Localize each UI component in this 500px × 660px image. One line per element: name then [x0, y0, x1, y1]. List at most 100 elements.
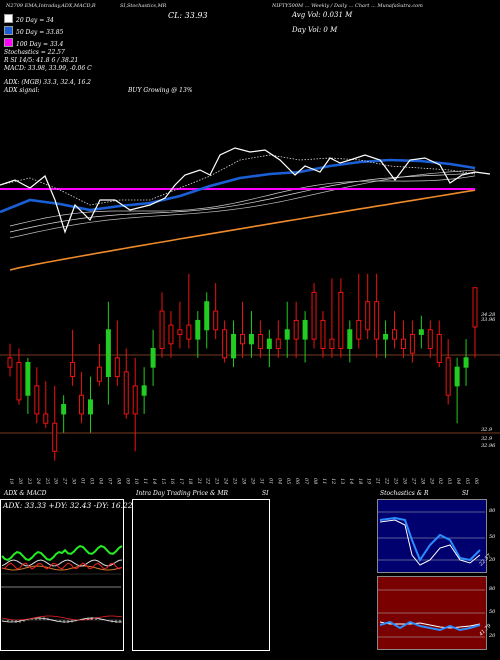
candle-body — [7, 357, 13, 368]
candle-body — [392, 329, 398, 340]
candle-body — [222, 329, 228, 359]
candle-body — [150, 347, 156, 368]
candle-body — [177, 329, 183, 335]
candle-body — [374, 301, 380, 340]
intraday-title: Intra Day Trading Price & MR — [136, 490, 229, 497]
date-tick-label: 19 Nov — [366, 478, 372, 485]
legend-label-20day: 20 Day = 34 — [16, 17, 54, 24]
adx-macd-title: ADX & MACD — [4, 490, 47, 497]
price-label-high2: 33.96 — [481, 317, 496, 323]
stochastics-si-label: SI — [462, 490, 469, 497]
legend-item-50day: 50 Day = 33.85 — [4, 26, 63, 36]
candle-body — [87, 399, 93, 415]
stoch-level-50: 50 — [489, 534, 496, 540]
candle-body — [302, 319, 308, 340]
adx-values-label: ADX: 33.33 +DY: 32.43 -DY: 16.22 — [3, 501, 133, 510]
date-tick-label: 17 Oct — [178, 478, 184, 485]
date-tick-label: 22 Nov — [384, 477, 390, 485]
header-company: NIFTY500M ... Weekly / Daily ... Chart .… — [272, 3, 423, 9]
adx-signal-value: BUY Growing @ 13% — [128, 87, 193, 94]
candle-body — [454, 366, 460, 387]
date-tick-label: 08 Nov — [312, 478, 318, 485]
price-label-high: 34.28 — [481, 312, 496, 318]
intraday-si-label: SI — [262, 490, 269, 497]
date-tick-label: 24 Sep — [35, 477, 41, 485]
date-tick-label: 03 Dec — [446, 478, 452, 485]
date-tick-label: 05 Nov — [285, 478, 291, 485]
legend-label-50day: 50 Day = 33.85 — [16, 29, 64, 36]
price-label-low3: 32.96 — [481, 443, 496, 449]
r-line-readout: R SI 14/5: 41.8 6 / 38.21 — [4, 57, 79, 64]
candle-body — [105, 329, 111, 378]
date-tick-label: 04 Dec — [455, 478, 461, 485]
stoch-level-80: 80 — [489, 508, 496, 514]
candle-body — [338, 291, 344, 349]
candle-body — [347, 329, 353, 349]
candle-body — [445, 357, 451, 396]
legend-item-20day: 20 Day = 34 — [4, 14, 54, 24]
candle-body — [400, 338, 406, 349]
candle-body — [436, 333, 442, 363]
date-tick-label: 10 Oct — [133, 478, 139, 485]
candle-body — [240, 333, 245, 345]
candle-body — [70, 362, 76, 378]
date-tick-label: 29 Nov — [428, 477, 434, 485]
candle-body — [43, 413, 49, 424]
date-tick-label: 09 Oct — [124, 478, 130, 485]
candle-body — [123, 371, 129, 415]
channel-line-3 — [9, 175, 476, 227]
ma-200-line — [9, 189, 476, 271]
close-price-label: CL: 33.93 — [168, 11, 208, 20]
legend-swatch-20day — [4, 14, 13, 23]
date-tick-label: 14 Nov — [348, 478, 354, 485]
candle-body — [168, 324, 174, 345]
stochastics-title: Stochastics & R — [380, 490, 429, 497]
candle-body — [365, 301, 371, 331]
date-tick-label: 25 Sep — [44, 477, 50, 485]
candle-body — [356, 319, 362, 340]
adx-signal-label: ADX signal: — [4, 87, 40, 94]
date-tick-label: 19 Sep — [8, 478, 14, 485]
date-tick-label: 22 Oct — [205, 477, 211, 485]
candle-body — [132, 385, 138, 415]
candle-body — [266, 338, 272, 349]
candle-body — [79, 394, 85, 415]
candle-body — [275, 338, 281, 349]
date-tick-label: 18 Nov — [357, 478, 363, 485]
date-tick-label: 12 Nov — [330, 478, 336, 485]
mr-level-80: 80 — [489, 586, 496, 592]
price-label-low: 32.9 — [481, 427, 493, 433]
date-tick-label: 28 Oct — [241, 477, 247, 485]
date-tick-label: 26 Nov — [401, 477, 407, 485]
candle-body — [320, 319, 326, 349]
intraday-panel — [132, 499, 270, 651]
date-tick-label: 01 Nov — [267, 478, 273, 485]
date-tick-label: 08 Oct — [115, 478, 121, 485]
stoch-level-20: 20 — [489, 557, 496, 563]
date-tick-label: 28 Nov — [419, 477, 425, 485]
channel-line-2 — [9, 172, 476, 233]
adx-macd-panel — [0, 499, 124, 651]
date-tick-label: 24 Oct — [223, 477, 229, 485]
date-tick-label: 03 Oct — [88, 478, 94, 485]
candle-body — [195, 319, 201, 340]
candle-body — [16, 362, 22, 401]
date-tick-label: 04 Oct — [97, 478, 103, 485]
date-tick-label: 06 Nov — [294, 478, 300, 485]
date-tick-label: 13 Nov — [339, 478, 345, 485]
candle-body — [427, 329, 433, 349]
candle-body — [96, 366, 102, 382]
ma-20-line — [0, 147, 491, 234]
adx-readout: ADX: (MGB) 33.3, 32.4, 16.2 — [4, 79, 91, 86]
candle-body — [311, 291, 317, 340]
mr-level-20: 20 — [489, 633, 496, 639]
main-price-chart: 19 Sep20 Sep23 Sep24 Sep25 Sep26 Sep27 S… — [0, 147, 500, 485]
candle-body — [34, 385, 40, 415]
date-tick-label: 25 Nov — [393, 477, 399, 485]
candle-body — [257, 333, 263, 349]
ma-dotted-line — [0, 154, 476, 206]
day-volume-label: Day Vol: 0 M — [292, 26, 338, 34]
date-tick-label: 07 Nov — [303, 478, 309, 485]
date-tick-label: 29 Oct — [249, 477, 255, 485]
date-tick-label: 25 Oct — [232, 477, 238, 485]
